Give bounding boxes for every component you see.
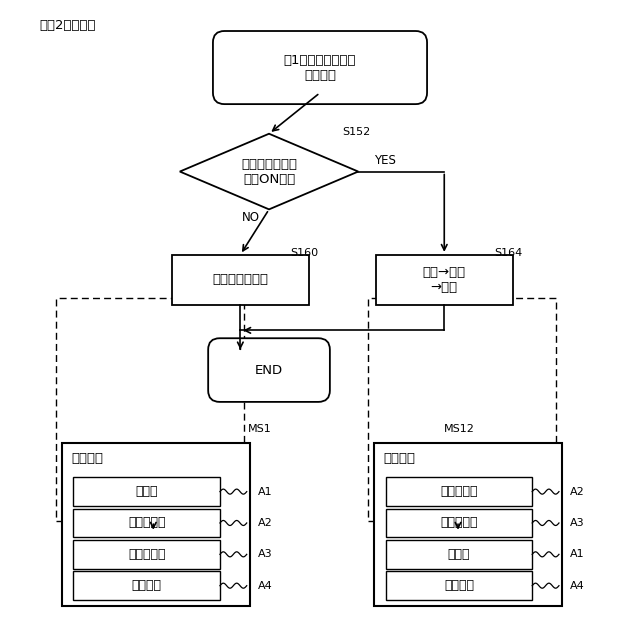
Text: スキャン: スキャン	[132, 579, 162, 592]
Text: END: END	[255, 363, 283, 377]
Text: 寒中見舞い: 寒中見舞い	[440, 517, 477, 529]
Bar	[74, 477, 220, 506]
Text: デフォルト表示: デフォルト表示	[212, 273, 268, 287]
Text: スキャン: スキャン	[444, 579, 474, 592]
Text: MS1: MS1	[248, 423, 272, 434]
Text: A1: A1	[570, 549, 584, 560]
Bar	[386, 508, 532, 537]
Bar	[386, 477, 532, 506]
Text: メニュー: メニュー	[72, 452, 104, 465]
Bar	[386, 571, 532, 600]
Text: S160: S160	[290, 249, 318, 258]
Text: S164: S164	[494, 249, 522, 258]
FancyBboxPatch shape	[208, 338, 330, 402]
Text: A1: A1	[257, 487, 272, 497]
Text: YES: YES	[374, 154, 396, 166]
Text: 年賀状: 年賀状	[136, 485, 158, 498]
Text: A2: A2	[257, 518, 272, 528]
Bar	[374, 442, 562, 606]
Text: MS12: MS12	[444, 423, 475, 434]
Text: A2: A2	[570, 487, 584, 497]
Text: A4: A4	[570, 580, 584, 591]
Text: 年賀状: 年賀状	[447, 548, 470, 561]
Text: 喪中→寒中
→年賀: 喪中→寒中 →年賀	[422, 266, 466, 294]
Text: メニュー: メニュー	[384, 452, 416, 465]
Bar	[386, 540, 532, 568]
Text: 第1のメニュー画面
表示処理: 第1のメニュー画面 表示処理	[284, 54, 356, 82]
Text: A4: A4	[257, 580, 272, 591]
Bar	[376, 254, 513, 305]
Bar	[74, 540, 220, 568]
Text: 喪中はがき: 喪中はがき	[440, 485, 477, 498]
Bar	[172, 254, 309, 305]
Bar	[74, 508, 220, 537]
Text: 寒中見舞い: 寒中見舞い	[128, 548, 165, 561]
Bar	[368, 298, 556, 522]
Text: A3: A3	[257, 549, 272, 560]
Bar	[74, 571, 220, 600]
Text: A3: A3	[570, 518, 584, 528]
Text: 喪中はがき: 喪中はがき	[128, 517, 165, 529]
Bar	[62, 442, 250, 606]
Polygon shape	[180, 134, 358, 210]
Bar	[56, 298, 244, 522]
FancyBboxPatch shape	[213, 31, 427, 104]
Text: NO: NO	[243, 211, 260, 224]
Text: （第2実施例）: （第2実施例）	[40, 19, 96, 32]
Text: 喪中状態フラグ
＝「ON」？: 喪中状態フラグ ＝「ON」？	[241, 158, 297, 185]
Text: S152: S152	[342, 127, 371, 137]
